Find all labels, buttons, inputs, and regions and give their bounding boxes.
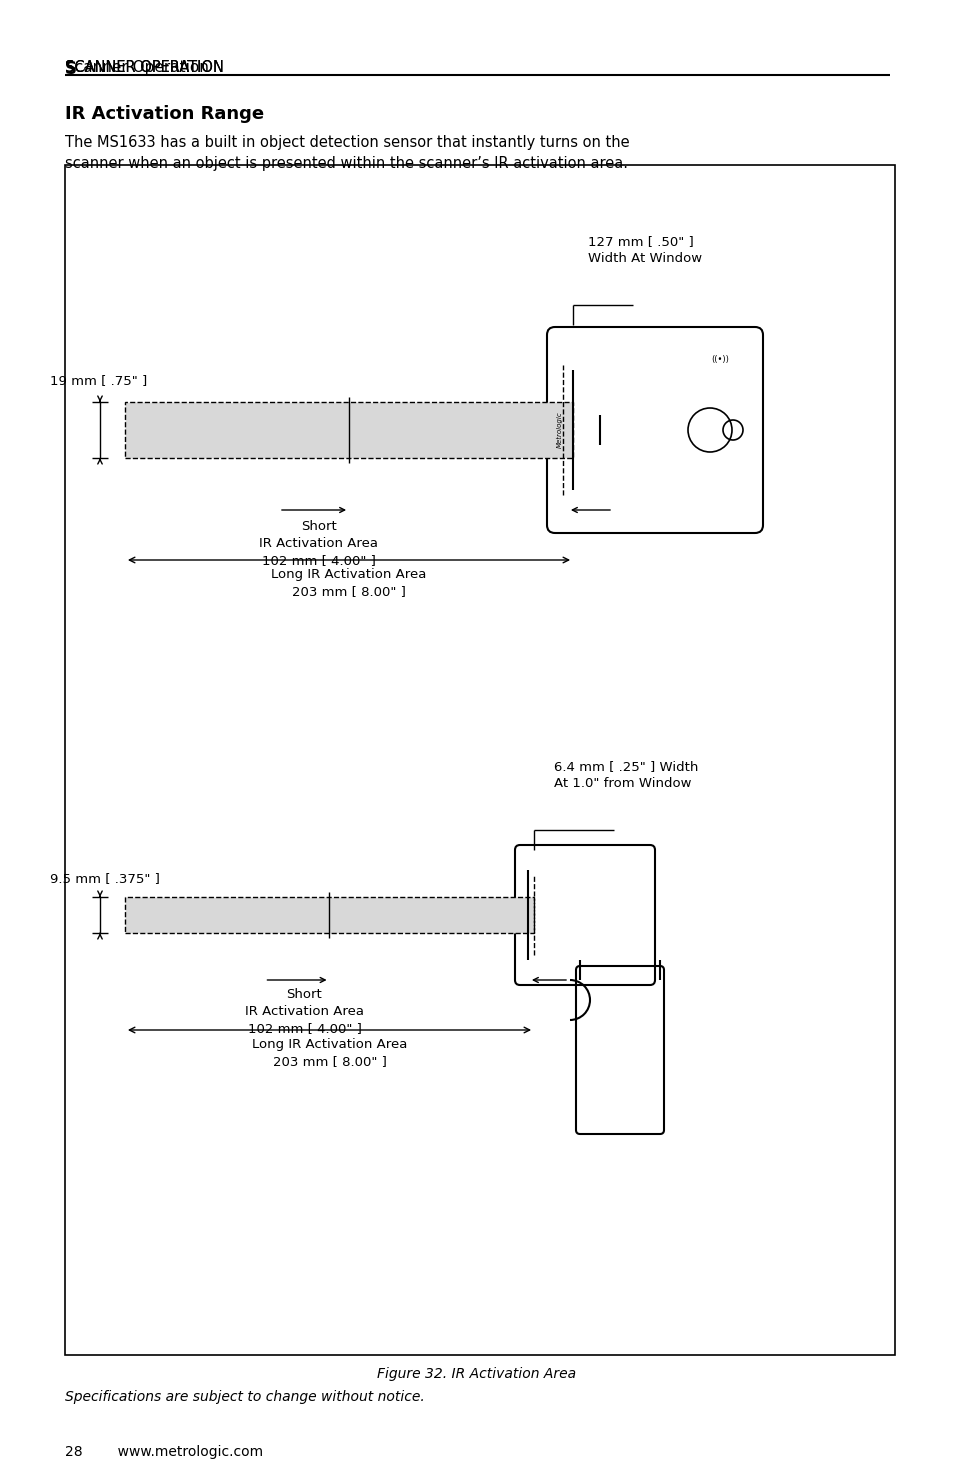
Text: Scanner Operation: Scanner Operation — [65, 60, 209, 75]
Text: Long IR Activation Area
203 mm [ 8.00" ]: Long IR Activation Area 203 mm [ 8.00" ] — [271, 568, 426, 597]
Text: S: S — [65, 60, 77, 78]
Text: Metrologic: Metrologic — [557, 412, 562, 448]
Text: The MS1633 has a built in object detection sensor that instantly turns on the
sc: The MS1633 has a built in object detecti… — [65, 136, 629, 171]
Text: IR Activation Range: IR Activation Range — [65, 105, 264, 122]
Bar — [65, 165, 894, 1356]
Text: Short
IR Activation Area
102 mm [ 4.00" ]: Short IR Activation Area 102 mm [ 4.00" … — [245, 988, 364, 1035]
Text: 127 mm [ .50" ]
Width At Window: 127 mm [ .50" ] Width At Window — [587, 235, 701, 266]
Text: ((•)): ((•)) — [710, 355, 728, 364]
Text: Short
IR Activation Area
102 mm [ 4.00" ]: Short IR Activation Area 102 mm [ 4.00" … — [259, 521, 378, 566]
Text: 28        www.metrologic.com: 28 www.metrologic.com — [65, 1446, 263, 1459]
Text: 19 mm [ .75" ]: 19 mm [ .75" ] — [50, 375, 147, 386]
Text: Specifications are subject to change without notice.: Specifications are subject to change wit… — [65, 1389, 424, 1404]
Text: Figure 32. IR Activation Area: Figure 32. IR Activation Area — [377, 1367, 576, 1381]
Text: SCANNER OPERATION: SCANNER OPERATION — [65, 60, 224, 75]
Bar — [125, 897, 534, 934]
Text: 9.5 mm [ .375" ]: 9.5 mm [ .375" ] — [50, 872, 160, 885]
Text: Long IR Activation Area
203 mm [ 8.00" ]: Long IR Activation Area 203 mm [ 8.00" ] — [252, 1038, 407, 1068]
Text: 6.4 mm [ .25" ] Width
At 1.0" from Window: 6.4 mm [ .25" ] Width At 1.0" from Windo… — [554, 760, 698, 791]
Text: SCANNER OPERATION: SCANNER OPERATION — [65, 60, 224, 75]
Bar — [125, 403, 573, 459]
